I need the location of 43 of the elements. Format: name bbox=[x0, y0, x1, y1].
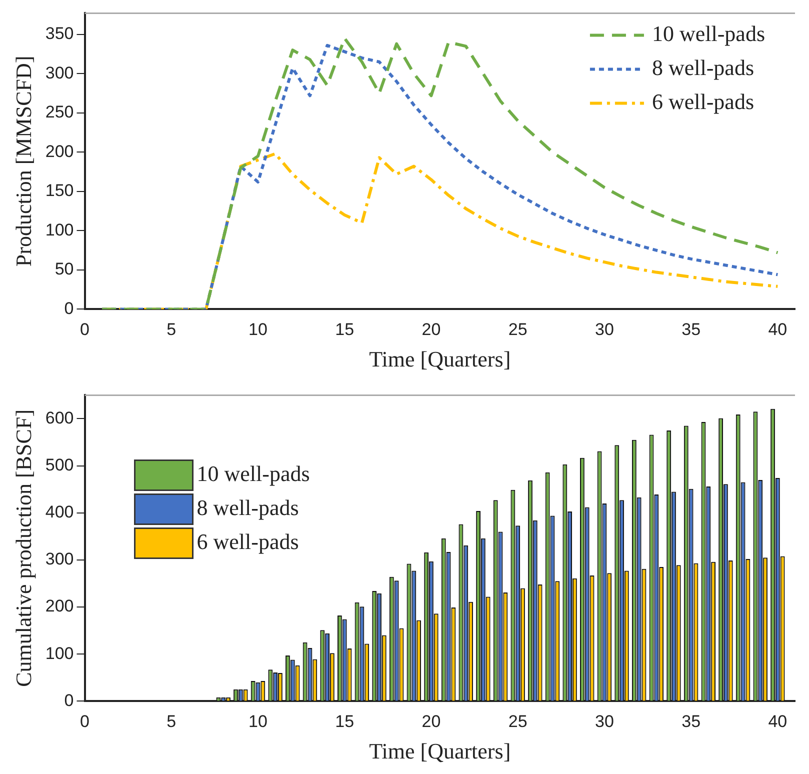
x-tick-label: 35 bbox=[682, 712, 701, 732]
x-tick-label: 5 bbox=[166, 320, 176, 340]
y-tick-label: 0 bbox=[64, 690, 74, 710]
legend-label: 10 well-pads bbox=[196, 460, 310, 486]
x-tick-label: 20 bbox=[422, 712, 441, 732]
y-tick-label: 250 bbox=[45, 102, 74, 122]
x-tick-label: 0 bbox=[80, 712, 90, 732]
x-tick-label: 40 bbox=[768, 712, 788, 732]
y-tick-label: 350 bbox=[45, 24, 74, 44]
y-tick-label: 500 bbox=[45, 456, 74, 475]
x-tick-label: 15 bbox=[335, 320, 354, 340]
y-tick-label: 200 bbox=[45, 596, 74, 616]
y-tick-label: 600 bbox=[45, 408, 74, 428]
x-tick-label: 30 bbox=[594, 712, 614, 732]
x-tick-label: 40 bbox=[768, 320, 788, 340]
legend-label: 6 well-pads bbox=[652, 88, 754, 114]
x-tick-label: 25 bbox=[508, 320, 528, 340]
x-tick-label: 25 bbox=[508, 712, 528, 732]
y-tick-label: 50 bbox=[54, 260, 74, 279]
legend-label: 8 well-pads bbox=[196, 494, 299, 520]
y-tick-label: 300 bbox=[45, 550, 74, 569]
x-tick-label: 30 bbox=[594, 320, 614, 340]
x-axis-title: Time [Quarters] bbox=[369, 738, 511, 764]
x-axis-title: Time [Quarters] bbox=[369, 346, 511, 372]
y-tick-label: 200 bbox=[45, 142, 74, 161]
y-tick-label: 150 bbox=[45, 181, 74, 200]
x-tick-label: 20 bbox=[422, 320, 441, 340]
y-axis-title: Production [MMSCFD] bbox=[10, 56, 36, 267]
legend-label: 10 well-pads bbox=[652, 20, 765, 46]
x-tick-label: 15 bbox=[335, 712, 354, 732]
y-axis-title: Cumulative production [BSCF] bbox=[10, 409, 36, 687]
y-tick-label: 100 bbox=[45, 644, 74, 663]
x-tick-label: 5 bbox=[166, 712, 176, 732]
y-tick-label: 300 bbox=[45, 63, 74, 82]
legend-label: 6 well-pads bbox=[196, 528, 299, 554]
y-tick-label: 100 bbox=[45, 220, 74, 240]
y-tick-label: 400 bbox=[45, 502, 74, 522]
y-tick-label: 0 bbox=[64, 298, 74, 318]
x-tick-label: 35 bbox=[682, 320, 701, 340]
x-tick-label: 0 bbox=[80, 320, 90, 340]
x-tick-label: 10 bbox=[248, 320, 268, 340]
legend-label: 8 well-pads bbox=[652, 54, 754, 80]
x-tick-label: 10 bbox=[248, 712, 268, 732]
